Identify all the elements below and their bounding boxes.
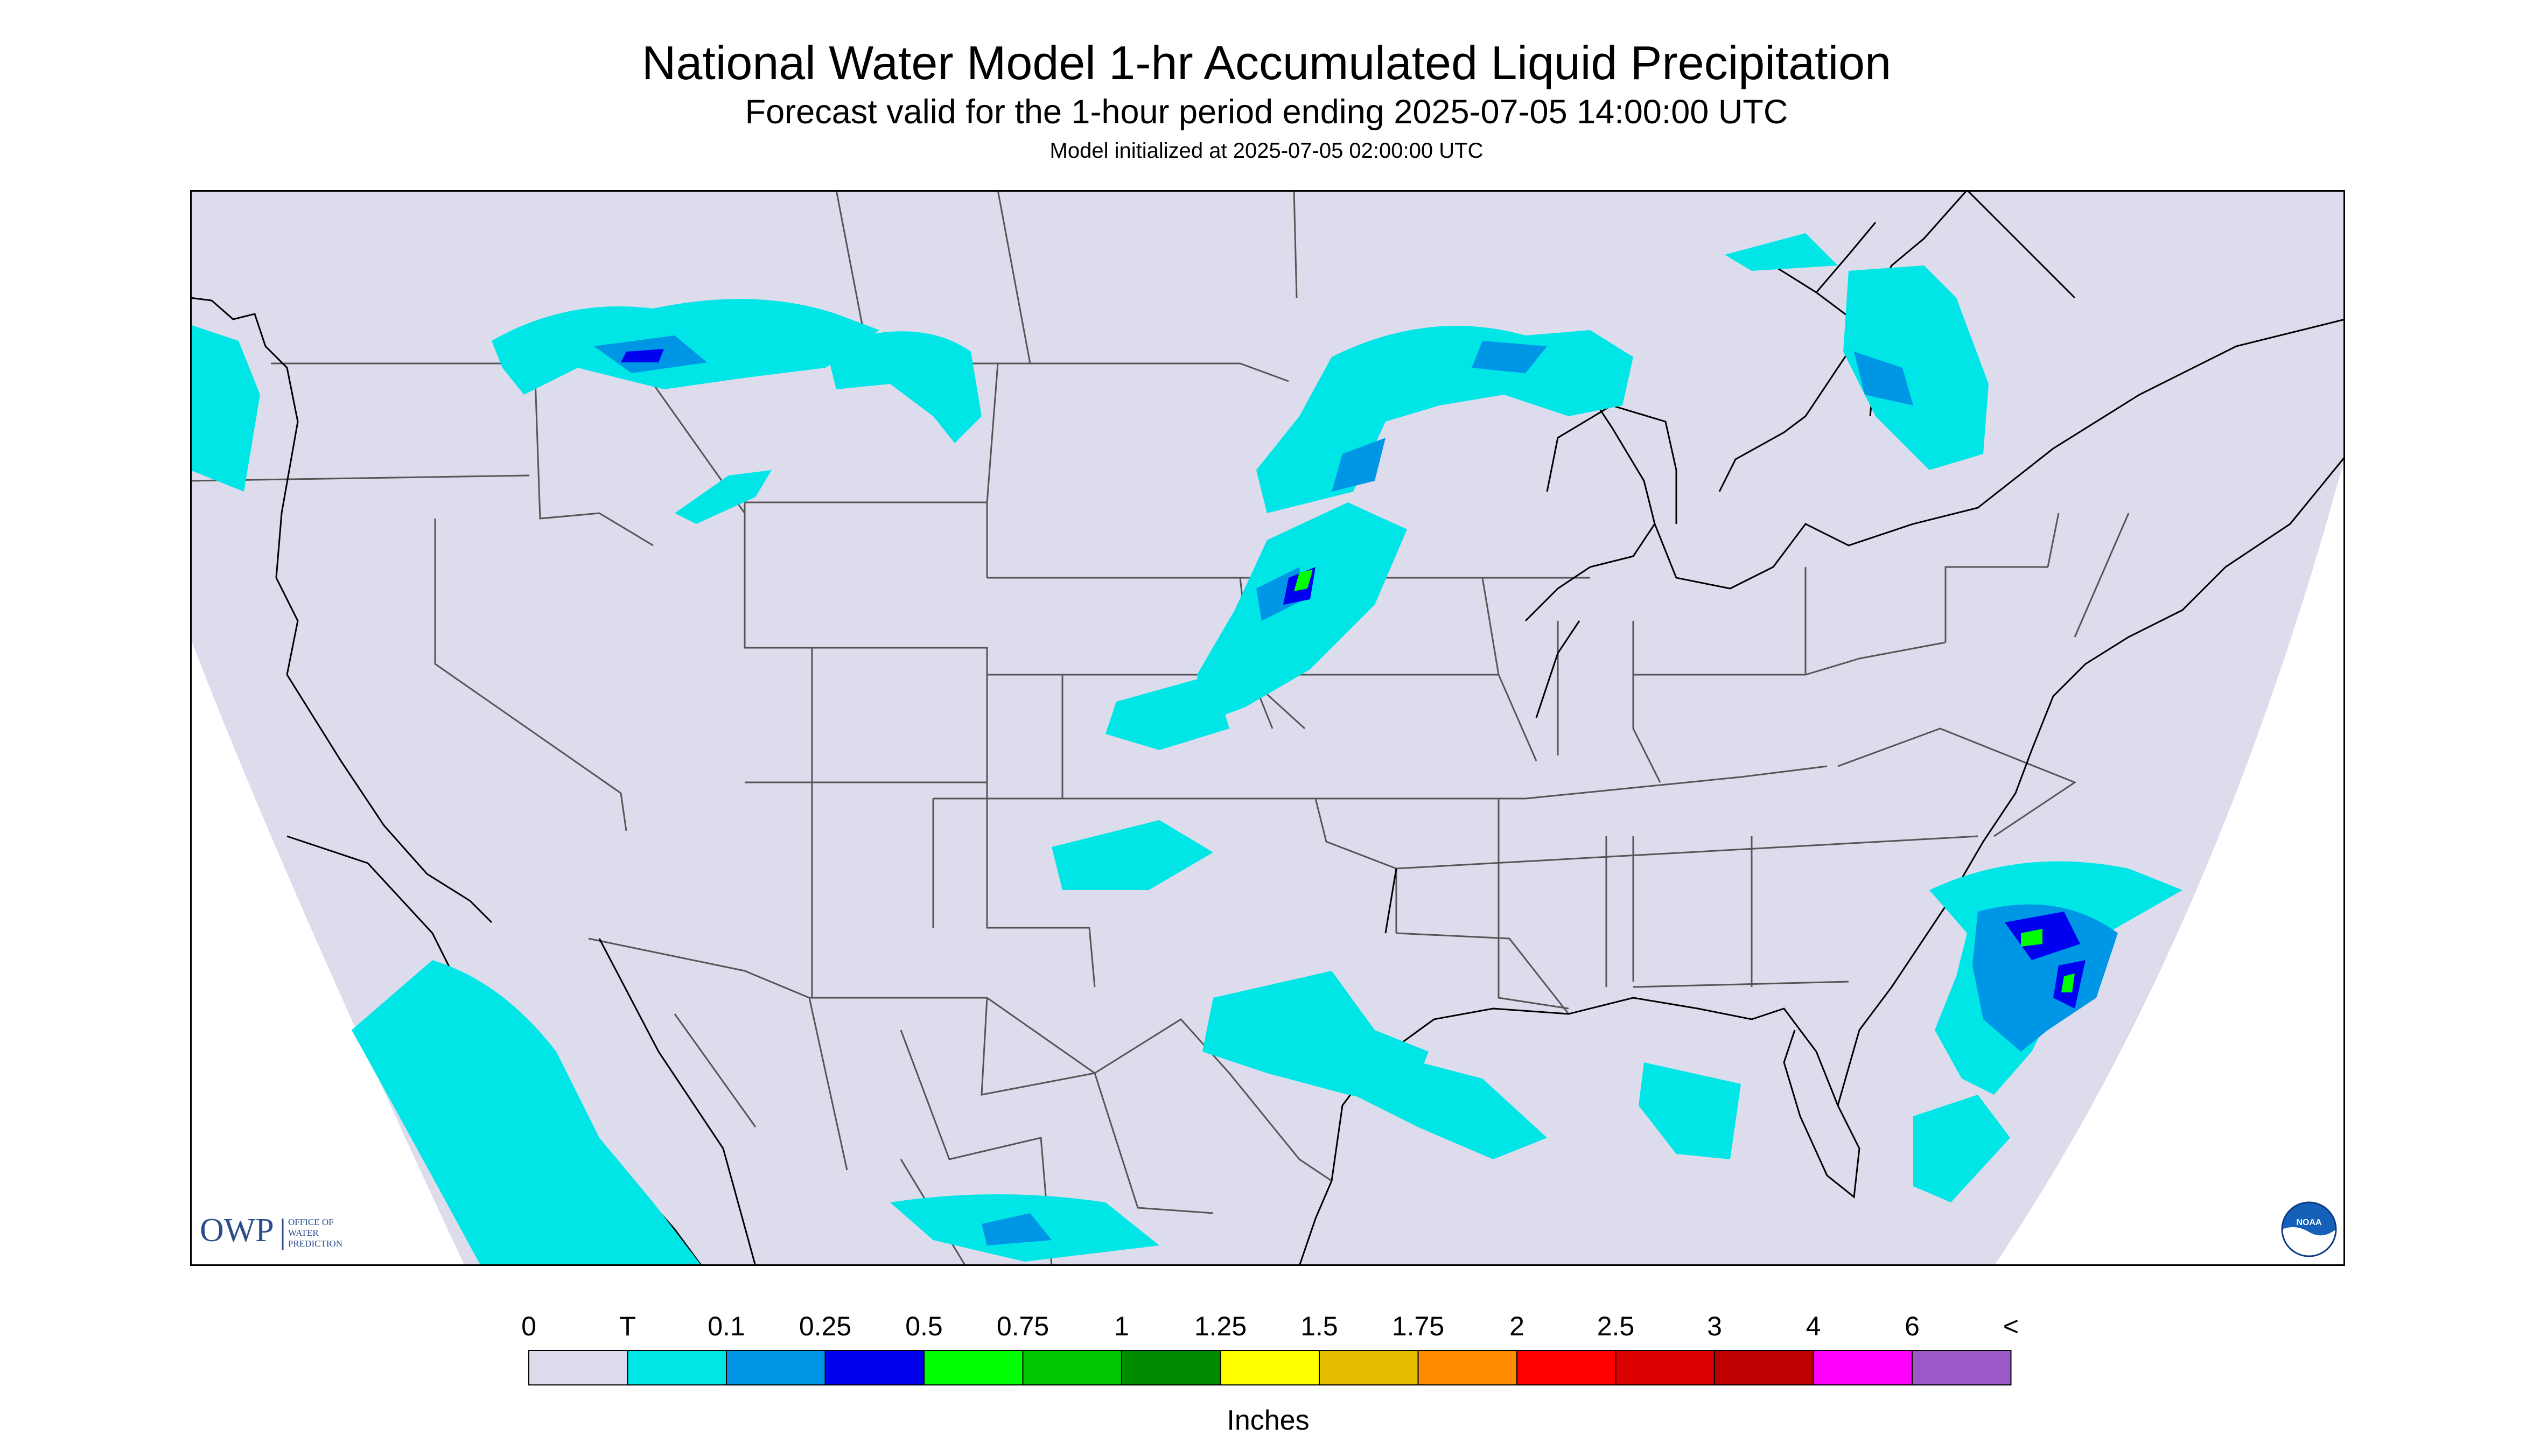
legend-swatch: [824, 1350, 925, 1385]
model-init-text: Model initialized at 2025-07-05 02:00:00…: [1049, 139, 1484, 163]
legend-tick-label: 4: [1806, 1311, 1821, 1341]
legend-tick-label: 1.25: [1194, 1311, 1247, 1341]
precipitation-areas: [190, 233, 2182, 1266]
legend-tick-label: 1.75: [1392, 1311, 1444, 1341]
map-subtitle: Forecast valid for the 1-hour period end…: [745, 93, 1788, 131]
coastlines: [190, 190, 2345, 1266]
legend-swatch: [1516, 1350, 1617, 1385]
legend-swatch: [627, 1350, 727, 1385]
precipitation-map: OWP OFFICE OF WATER PREDICTION NOAA: [190, 190, 2345, 1266]
legend-tick-label: 6: [1905, 1311, 1920, 1341]
legend-swatch: [726, 1350, 826, 1385]
legend-swatch: [923, 1350, 1024, 1385]
owp-text-line-2: WATER: [288, 1228, 319, 1238]
legend-tick-label: 0: [521, 1311, 536, 1341]
legend-swatch: [528, 1350, 628, 1385]
legend-tick-label: 0.5: [905, 1311, 943, 1341]
legend-swatch: [1220, 1350, 1320, 1385]
legend-tick-label: 3: [1707, 1311, 1722, 1341]
owp-logo: OWP OFFICE OF WATER PREDICTION: [200, 1212, 342, 1250]
owp-text-line-3: PREDICTION: [288, 1238, 342, 1249]
legend-tick-label: 2: [1509, 1311, 1524, 1341]
map-frame: [190, 190, 2345, 1266]
legend-swatch: [1714, 1350, 1814, 1385]
legend-units-label: Inches: [1227, 1405, 1309, 1436]
legend-swatch: [1615, 1350, 1715, 1385]
owp-text-line-1: OFFICE OF: [288, 1217, 334, 1227]
owp-mark: OWP: [200, 1212, 274, 1249]
legend-tick-label: T: [619, 1311, 636, 1341]
legend-tick-label: 1: [1114, 1311, 1129, 1341]
legend-swatch: [1022, 1350, 1122, 1385]
model-domain: [190, 190, 2345, 1266]
legend-tick-label: 1.5: [1300, 1311, 1338, 1341]
state-borders: [190, 190, 2130, 1266]
legend-swatch: [1813, 1350, 1913, 1385]
legend-swatch: [1121, 1350, 1221, 1385]
legend-swatch: [1417, 1350, 1517, 1385]
legend-tick-label: <: [2003, 1311, 2019, 1341]
legend-swatch: [1319, 1350, 1419, 1385]
noaa-mark: NOAA: [2296, 1218, 2322, 1227]
map-title: National Water Model 1-hr Accumulated Li…: [641, 36, 1892, 89]
legend-tick-label: 0.75: [997, 1311, 1049, 1341]
legend-tick-label: 2.5: [1597, 1311, 1635, 1341]
legend-tick-label: 0.1: [708, 1311, 745, 1341]
legend-swatch: [1912, 1350, 2012, 1385]
legend-tick-label: 0.25: [799, 1311, 851, 1341]
noaa-logo: NOAA: [2281, 1201, 2337, 1257]
